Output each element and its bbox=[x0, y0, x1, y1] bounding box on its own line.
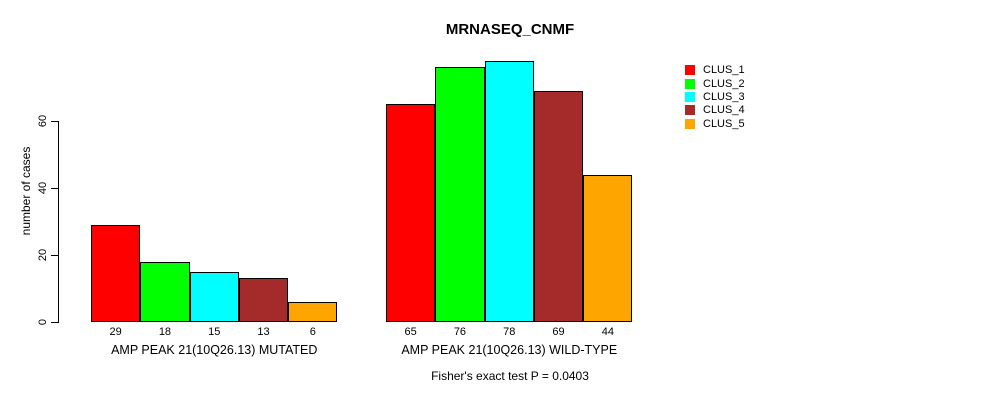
y-tick-label: 60 bbox=[37, 114, 49, 128]
bar-clus_1-group1 bbox=[91, 224, 141, 322]
fisher-test-annotation: Fisher's exact test P = 0.0403 bbox=[431, 369, 589, 383]
y-tick-label: 40 bbox=[37, 181, 49, 195]
bar-clus_3-group1 bbox=[189, 271, 239, 322]
legend-label-clus_2: CLUS_2 bbox=[703, 77, 745, 90]
bar-value-label: 15 bbox=[208, 326, 221, 338]
bar-value-label: 13 bbox=[257, 326, 270, 338]
legend-swatch-clus_3 bbox=[685, 92, 695, 102]
bar-clus_3-group2 bbox=[484, 60, 534, 322]
legend-label-clus_1: CLUS_1 bbox=[703, 64, 745, 77]
category-label: AMP PEAK 21(10Q26.13) WILD-TYPE bbox=[401, 343, 618, 357]
legend-swatch-clus_4 bbox=[685, 105, 695, 116]
bar-value-label: 18 bbox=[158, 326, 172, 338]
y-axis-label: number of cases bbox=[19, 146, 33, 236]
legend-label-clus_4: CLUS_4 bbox=[703, 104, 745, 117]
legend-label-clus_5: CLUS_5 bbox=[703, 117, 745, 130]
legend-swatch-clus_2 bbox=[685, 78, 695, 89]
y-tick-mark bbox=[51, 121, 58, 122]
bar-value-label: 78 bbox=[503, 326, 516, 338]
bar-value-label: 44 bbox=[601, 326, 614, 338]
bar-clus_4-group1 bbox=[238, 278, 289, 322]
y-tick-mark bbox=[51, 322, 58, 323]
bar-value-label: 69 bbox=[552, 326, 565, 338]
bar-value-label: 29 bbox=[109, 326, 122, 338]
y-axis-line bbox=[58, 121, 59, 323]
legend-swatch-clus_1 bbox=[685, 65, 695, 76]
bar-clus_4-group2 bbox=[533, 90, 584, 322]
y-tick-mark bbox=[51, 255, 58, 256]
bar-value-label: 76 bbox=[453, 326, 467, 338]
bar-clus_5-group1 bbox=[288, 301, 338, 322]
y-tick-label: 0 bbox=[37, 318, 49, 326]
bar-value-label: 6 bbox=[309, 326, 316, 338]
bar-clus_5-group2 bbox=[583, 174, 633, 322]
bar-clus_1-group2 bbox=[386, 104, 436, 322]
legend-swatch-clus_5 bbox=[685, 118, 695, 129]
bar-clus_2-group2 bbox=[435, 67, 485, 322]
category-label: AMP PEAK 21(10Q26.13) MUTATED bbox=[111, 343, 318, 357]
legend-label-clus_3: CLUS_3 bbox=[703, 91, 745, 103]
y-tick-mark bbox=[51, 188, 58, 189]
chart-title: MRNASEQ_CNMF bbox=[445, 21, 575, 38]
y-tick-label: 20 bbox=[37, 248, 49, 262]
bar-clus_2-group1 bbox=[140, 261, 190, 322]
bar-value-label: 65 bbox=[404, 326, 417, 338]
